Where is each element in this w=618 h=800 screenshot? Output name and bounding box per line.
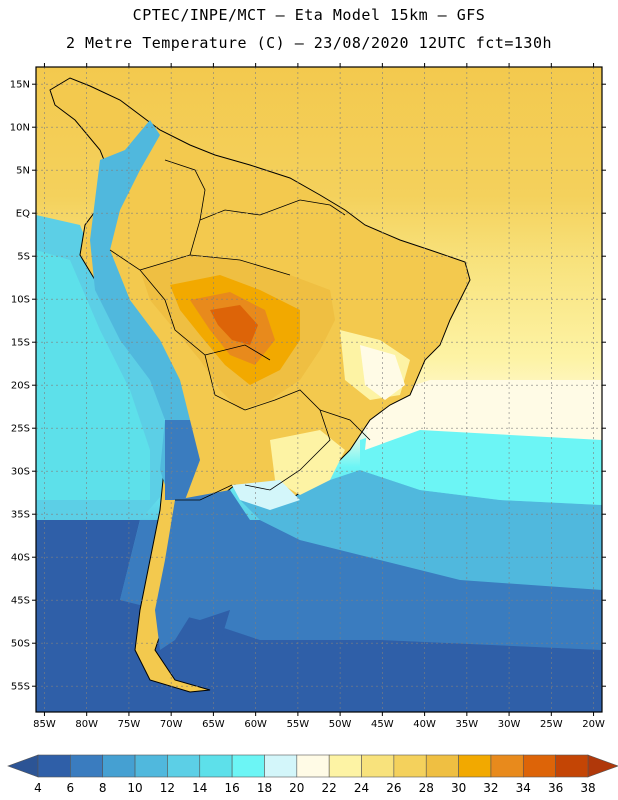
lon-tick-label: 50W — [329, 719, 352, 730]
colorbar-swatch — [134, 754, 168, 778]
lat-tick-label: 10N — [10, 123, 30, 134]
colorbar-swatch — [522, 754, 556, 778]
lat-tick-label: 50S — [11, 639, 30, 650]
colorbar-label: 20 — [289, 781, 304, 795]
colorbar-swatch — [231, 754, 265, 778]
lat-tick-label: 15S — [11, 338, 30, 349]
colorbar-label: 30 — [451, 781, 466, 795]
graticule — [36, 67, 602, 712]
colorbar-swatch — [37, 754, 71, 778]
colorbar-swatch — [70, 754, 104, 778]
lon-tick-label: 75W — [118, 719, 141, 730]
colorbar-swatch — [296, 754, 330, 778]
colorbar-label: 4 — [34, 781, 42, 795]
lon-tick-label: 30W — [498, 719, 521, 730]
colorbar-label: 12 — [160, 781, 175, 795]
lat-tick-label: 15N — [10, 80, 30, 91]
colorbar-label: 26 — [386, 781, 401, 795]
lon-tick-label: 80W — [75, 719, 98, 730]
colorbar-swatch — [199, 754, 233, 778]
plot-frame — [35, 66, 603, 713]
lon-tick-label: 25W — [540, 719, 563, 730]
map-title: CPTEC/INPE/MCT – Eta Model 15km – GFS — [132, 6, 486, 24]
colorbar-label: 18 — [257, 781, 272, 795]
colorbar-label: 14 — [192, 781, 207, 795]
lon-tick-label: 85W — [33, 719, 56, 730]
lat-tick-label: 45S — [11, 596, 30, 607]
lat-tick-label: 25S — [11, 424, 30, 435]
colorbar-swatch — [167, 754, 201, 778]
lon-tick-label: 70W — [160, 719, 183, 730]
lon-tick-label: 20W — [582, 719, 605, 730]
lat-tick-label: 35S — [11, 510, 30, 521]
colorbar-label: 24 — [354, 781, 369, 795]
lon-tick-label: 45W — [371, 719, 394, 730]
colorbar-swatch — [425, 754, 459, 778]
colorbar: 4 6 8 10 12 14 16 18 20 22 24 26 28 30 32 34 36 38 — [7, 754, 618, 795]
colorbar-swatch — [393, 754, 427, 778]
lat-tick-label: 20S — [11, 381, 30, 392]
colorbar-label: 34 — [516, 781, 531, 795]
lon-tick-label: 65W — [202, 719, 225, 730]
lat-tick-label: EQ — [16, 209, 30, 220]
map-subtitle: 2 Metre Temperature (C) – 23/08/2020 12U… — [65, 34, 553, 52]
temperature-field — [36, 67, 602, 712]
lon-tick-label: 60W — [244, 719, 267, 730]
lat-tick-label: 30S — [11, 467, 30, 478]
lat-tick-label: 55S — [11, 682, 30, 693]
colorbar-label: 28 — [419, 781, 434, 795]
lon-tick-label: 55W — [287, 719, 310, 730]
colorbar-swatch — [490, 754, 524, 778]
colorbar-label: 22 — [322, 781, 337, 795]
lat-tick-label: 5S — [17, 252, 30, 263]
colorbar-label: 8 — [99, 781, 107, 795]
colorbar-swatch — [102, 754, 136, 778]
colorbar-label: 10 — [127, 781, 142, 795]
lon-tick-label: 40W — [413, 719, 436, 730]
colorbar-label: 16 — [224, 781, 239, 795]
colorbar-swatch — [264, 754, 298, 778]
colorbar-label: 38 — [580, 781, 595, 795]
colorbar-label: 36 — [548, 781, 563, 795]
colorbar-swatch — [458, 754, 492, 778]
colorbar-swatch — [361, 754, 395, 778]
colorbar-swatch — [328, 754, 362, 778]
colorbar-low-arrow — [7, 754, 39, 778]
colorbar-label: 6 — [67, 781, 75, 795]
colorbar-label: 32 — [483, 781, 498, 795]
lon-tick-label: 35W — [456, 719, 479, 730]
colorbar-high-arrow — [587, 754, 618, 778]
lat-tick-label: 40S — [11, 553, 30, 564]
lat-tick-label: 10S — [11, 295, 30, 306]
colorbar-swatch — [555, 754, 589, 778]
lat-tick-label: 5N — [16, 166, 30, 177]
country-borders — [109, 159, 371, 501]
